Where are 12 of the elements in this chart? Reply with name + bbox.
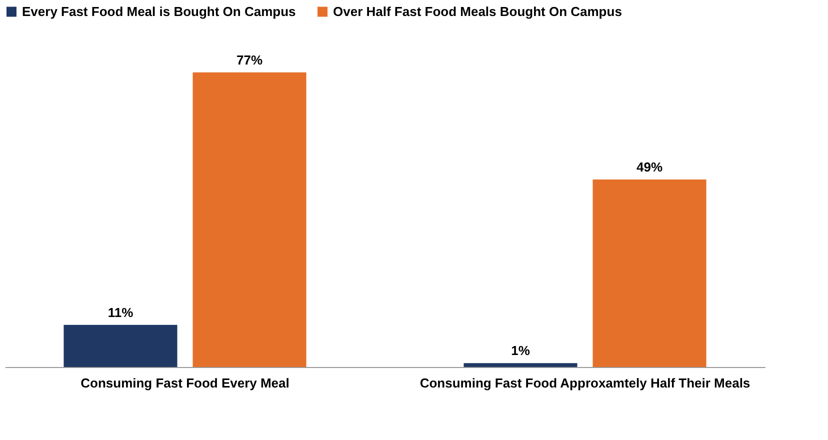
data-label: 77%: [236, 52, 263, 68]
data-label: 1%: [511, 343, 530, 358]
x-tick-label: Consuming Fast Food Approxamtely Half Their Meals: [420, 376, 750, 390]
bar: [592, 180, 706, 367]
bar: [192, 72, 306, 367]
legend-label: Every Fast Food Meal is Bought On Campus: [22, 4, 296, 19]
bar: [464, 363, 578, 367]
data-label: 11%: [108, 304, 134, 320]
legend-label: Over Half Fast Food Meals Bought On Campus: [333, 4, 622, 19]
bar: [64, 324, 178, 367]
x-tick-label: Consuming Fast Food Every Meal: [80, 376, 290, 390]
data-label: 49%: [636, 160, 663, 174]
